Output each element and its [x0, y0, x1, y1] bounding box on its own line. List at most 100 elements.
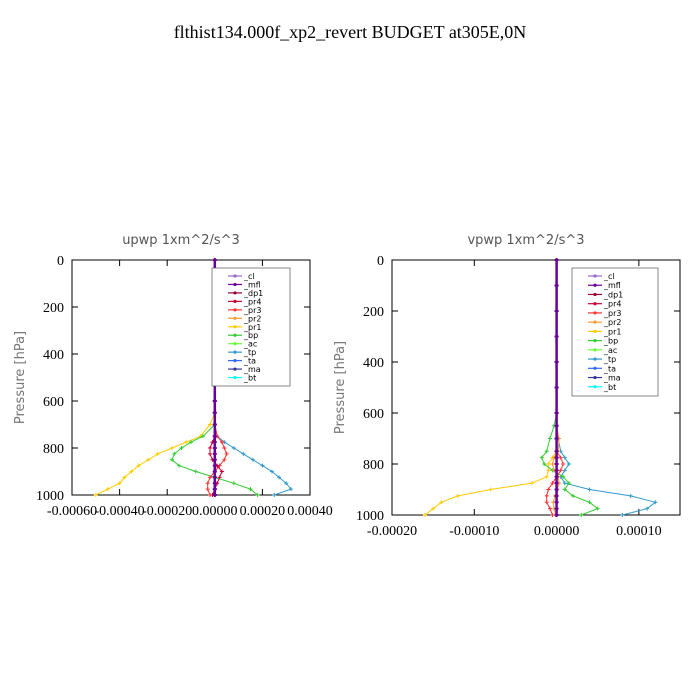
data-point	[571, 493, 576, 498]
y-tick-label: 200	[43, 301, 64, 316]
data-point	[93, 493, 98, 497]
legend-marker	[593, 375, 597, 380]
x-tick-label: -0.00010	[449, 524, 499, 539]
legend-label: _ta	[243, 357, 256, 366]
data-point	[422, 513, 427, 517]
data-point	[554, 487, 559, 492]
legend-marker	[233, 299, 237, 303]
data-point	[155, 451, 160, 456]
data-point	[561, 462, 566, 466]
legend-marker	[593, 348, 597, 352]
x-tick-label: -0.00020	[367, 524, 417, 539]
y-tick-label: 600	[363, 407, 384, 422]
data-point	[554, 449, 559, 454]
legend-label: _pr2	[603, 318, 621, 327]
data-point	[193, 469, 198, 474]
data-point	[579, 513, 584, 517]
data-point	[212, 440, 217, 445]
data-point	[105, 487, 110, 492]
data-point	[212, 422, 217, 427]
data-point	[250, 457, 255, 462]
data-point	[272, 493, 277, 497]
chart-title: vpwp 1xm^2/s^3	[467, 233, 584, 248]
data-point	[222, 446, 227, 450]
data-point	[219, 440, 224, 445]
data-point	[546, 462, 551, 466]
legend-marker	[233, 375, 237, 380]
data-point	[208, 422, 213, 427]
y-tick-label: 600	[43, 395, 64, 410]
legend-label: _tp	[243, 348, 256, 357]
plot-frame	[71, 259, 311, 496]
data-point	[539, 455, 544, 460]
data-point	[544, 500, 549, 505]
y-tick-label: 400	[43, 348, 64, 363]
data-point	[260, 463, 265, 468]
data-point	[544, 493, 549, 498]
data-point	[554, 462, 559, 466]
legend-label: _ta	[603, 364, 616, 373]
data-point	[288, 487, 293, 492]
data-point	[212, 469, 217, 474]
legend-marker	[593, 366, 597, 370]
data-point	[241, 451, 246, 456]
data-point	[284, 481, 289, 486]
x-tick-label: 0.00000	[534, 524, 580, 539]
legend-marker	[593, 320, 597, 324]
series-line-pr1	[424, 260, 558, 515]
y-tick-label: 0	[377, 254, 384, 269]
legend-label: _mfl	[243, 280, 261, 289]
data-point	[136, 463, 141, 468]
data-point	[255, 493, 260, 497]
data-point	[562, 487, 567, 492]
x-tick-label: -0.00020	[142, 504, 192, 519]
data-point	[212, 493, 217, 497]
chart-panel-1: upwp 1xm^2/s^3 Pressure [hPa] 0 200 400 600 80…	[13, 233, 333, 519]
legend-label: _ma	[243, 365, 261, 374]
data-point	[117, 481, 122, 486]
chart-title: upwp 1xm^2/s^3	[122, 233, 240, 248]
legend-label: _ac	[603, 346, 617, 355]
data-point	[208, 451, 213, 456]
legend-label: _pr1	[603, 327, 621, 336]
legend-marker	[233, 316, 237, 320]
data-point	[205, 481, 210, 486]
data-point	[212, 434, 217, 439]
legend-label: _ma	[603, 374, 621, 383]
legend-marker	[593, 274, 597, 278]
data-point	[222, 457, 227, 462]
y-axis-label: Pressure [hPa]	[13, 331, 28, 424]
legend-label: _dp1	[603, 290, 623, 299]
data-point	[212, 457, 217, 462]
data-point	[620, 513, 625, 517]
data-point	[554, 481, 559, 486]
y-tick-label: 1000	[36, 489, 64, 504]
x-tick-label: -0.00060	[47, 504, 97, 519]
data-point	[208, 475, 213, 480]
data-point	[587, 500, 592, 505]
data-point	[554, 385, 559, 390]
data-point	[558, 468, 563, 473]
y-axis-label: Pressure [hPa]	[333, 341, 348, 434]
data-point	[212, 463, 217, 468]
data-point	[554, 513, 559, 517]
legend-marker	[233, 359, 237, 363]
data-point	[205, 487, 210, 492]
legend-label: _tp	[603, 355, 616, 364]
legend-label: _pr1	[243, 323, 261, 332]
data-point	[212, 481, 217, 486]
plot-frame	[391, 259, 681, 516]
data-point	[554, 423, 559, 428]
data-point	[544, 449, 549, 454]
legend-box	[571, 267, 659, 397]
data-point	[219, 469, 224, 474]
x-tick-label: 0.00040	[287, 504, 333, 519]
y-tick-label: 800	[363, 458, 384, 473]
legend-marker	[593, 283, 597, 287]
legend-marker	[593, 292, 597, 297]
data-point	[554, 493, 559, 498]
legend-label: _ac	[243, 340, 257, 349]
data-point	[561, 474, 566, 479]
data-point	[231, 481, 236, 486]
data-point	[544, 474, 549, 479]
